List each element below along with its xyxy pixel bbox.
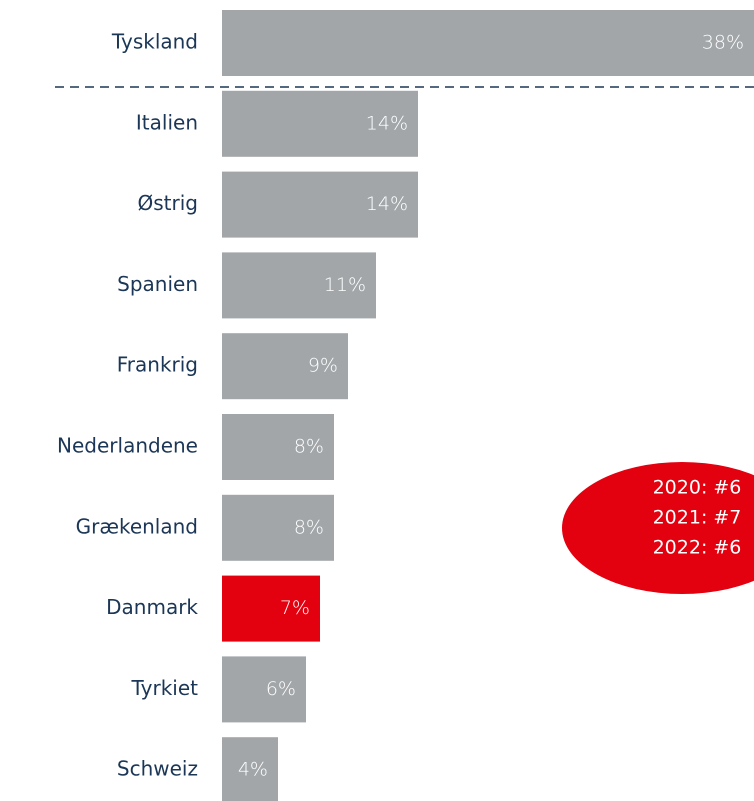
value-label: 11%	[324, 274, 366, 296]
bar	[222, 737, 278, 801]
bar	[222, 90, 418, 157]
value-label: 14%	[366, 112, 408, 134]
bar	[222, 656, 306, 723]
category-label: Danmark	[106, 595, 198, 619]
bar	[222, 494, 334, 561]
category-label: Italien	[136, 110, 198, 134]
bar	[222, 575, 320, 642]
value-label: 6%	[266, 678, 296, 700]
category-label: Tyskland	[111, 30, 198, 54]
value-label: 8%	[294, 516, 324, 538]
annotation-text: 2022: #6	[653, 537, 742, 559]
bar	[222, 333, 348, 400]
category-label: Østrig	[138, 191, 198, 215]
bar	[222, 10, 754, 76]
annotation-bubble	[562, 462, 754, 594]
bar	[222, 414, 334, 480]
value-label: 9%	[308, 355, 338, 377]
value-label: 4%	[238, 759, 268, 781]
category-label: Spanien	[117, 272, 198, 296]
value-label: 38%	[702, 32, 744, 54]
category-label: Grækenland	[76, 514, 198, 538]
value-label: 8%	[294, 436, 324, 458]
bar	[222, 171, 418, 238]
annotation-text: 2021: #7	[653, 507, 742, 529]
bar	[222, 252, 376, 319]
category-label: Tyrkiet	[131, 676, 199, 700]
annotation-text: 2020: #6	[653, 477, 742, 499]
category-label: Frankrig	[117, 353, 198, 377]
value-label: 7%	[280, 597, 310, 619]
category-label: Nederlandene	[57, 434, 198, 458]
category-label: Schweiz	[117, 757, 198, 781]
value-label: 14%	[366, 193, 408, 215]
